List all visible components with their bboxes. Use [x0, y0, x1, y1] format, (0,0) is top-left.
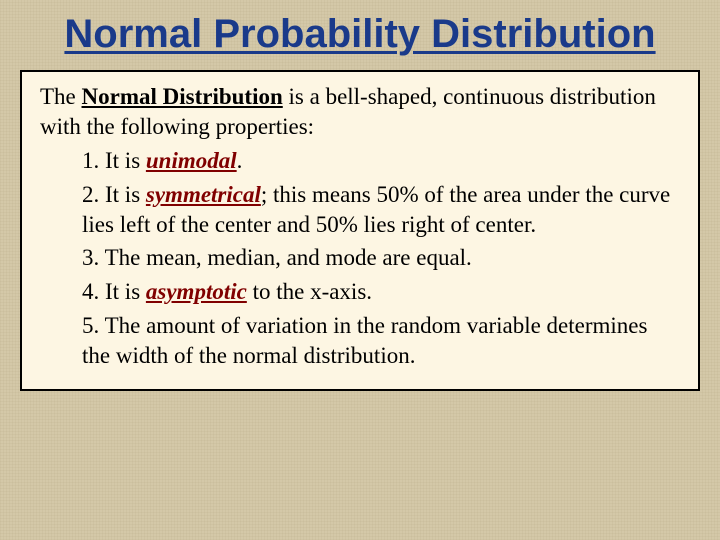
property-list: 1. It is unimodal. 2. It is symmetrical;… — [40, 146, 680, 371]
list-item: 5. The amount of variation in the random… — [82, 311, 680, 371]
item1-pre: 1. It is — [82, 148, 146, 173]
intro-key-term: Normal Distribution — [82, 84, 283, 109]
intro-pre: The — [40, 84, 82, 109]
list-item: 4. It is asymptotic to the x-axis. — [82, 277, 680, 307]
content-box: The Normal Distribution is a bell-shaped… — [20, 70, 700, 391]
item1-key-term: unimodal — [146, 148, 237, 173]
item1-post: . — [237, 148, 243, 173]
item4-pre: 4. It is — [82, 279, 146, 304]
list-item: 2. It is symmetrical; this means 50% of … — [82, 180, 680, 240]
item4-key-term: asymptotic — [146, 279, 247, 304]
list-item: 3. The mean, median, and mode are equal. — [82, 243, 680, 273]
slide-container: Normal Probability Distribution The Norm… — [0, 0, 720, 540]
item2-key-term: symmetrical — [146, 182, 261, 207]
intro-text: The Normal Distribution is a bell-shaped… — [40, 82, 680, 142]
item2-pre: 2. It is — [82, 182, 146, 207]
list-item: 1. It is unimodal. — [82, 146, 680, 176]
page-title: Normal Probability Distribution — [20, 12, 700, 56]
item4-post: to the x-axis. — [247, 279, 372, 304]
